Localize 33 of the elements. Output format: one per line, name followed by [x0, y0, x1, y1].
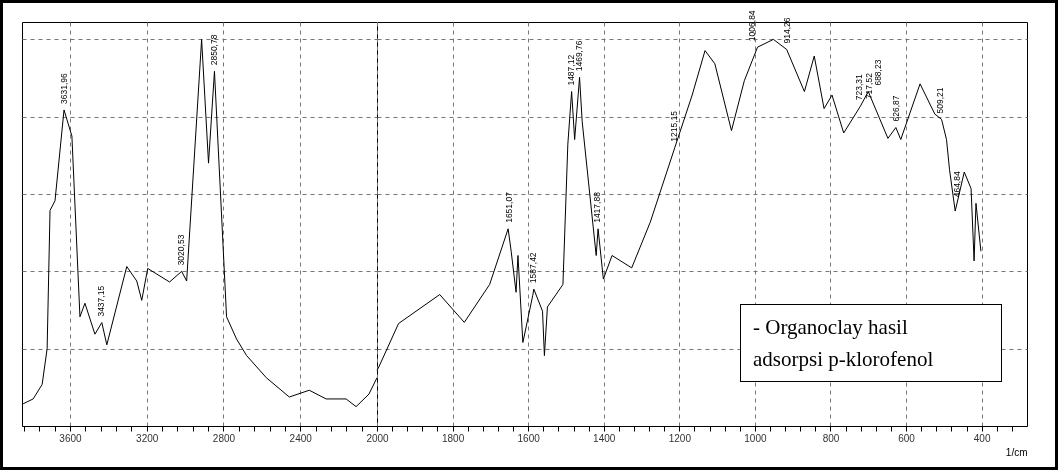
annotation: 1417,88 [591, 191, 602, 223]
annotation: 1651,07 [503, 191, 514, 223]
annotation: 1006,84 [747, 10, 758, 42]
x-tick-label: 400 [973, 432, 991, 444]
annotation: 914,26 [782, 17, 793, 44]
x-tick-label: 1400 [593, 432, 616, 444]
annotation: 2850,78 [208, 34, 219, 66]
x-tick-label: 1800 [441, 432, 465, 444]
annotation: 1587,42 [527, 252, 538, 284]
annotation: 509,21 [935, 87, 946, 114]
annotation: 1487,12 [565, 54, 576, 86]
x-tick-label: 600 [898, 432, 916, 444]
x-axis-title: 1/cm [1005, 446, 1028, 458]
x-tick-label: 2400 [289, 432, 313, 444]
x-tick-label: 2000 [366, 432, 390, 444]
annotation: 3631,96 [58, 72, 69, 104]
annotation: 626,87 [890, 95, 901, 122]
x-tick-label: 1600 [517, 432, 541, 444]
text-box: - Organoclay hasil adsorpsi p-klorofenol [740, 304, 1002, 382]
annotation: 717,52 [863, 72, 874, 100]
x-tick-label: 1000 [744, 432, 767, 444]
annotation: 688,23 [872, 59, 883, 86]
annotation: 1215,15 [668, 110, 679, 142]
x-tick-label: 3200 [136, 432, 159, 444]
annotation: 1469,76 [574, 40, 585, 72]
annotation: 3437,15 [96, 285, 107, 317]
annotation: 3020,53 [176, 234, 187, 266]
annotation: 723,31 [854, 74, 865, 101]
x-tick-label: 1200 [668, 432, 692, 444]
annotation: 464,84 [952, 171, 963, 198]
x-tick-label: 3600 [59, 432, 83, 444]
x-tick-label: 2800 [212, 432, 236, 444]
x-tick-label: 800 [822, 432, 840, 444]
